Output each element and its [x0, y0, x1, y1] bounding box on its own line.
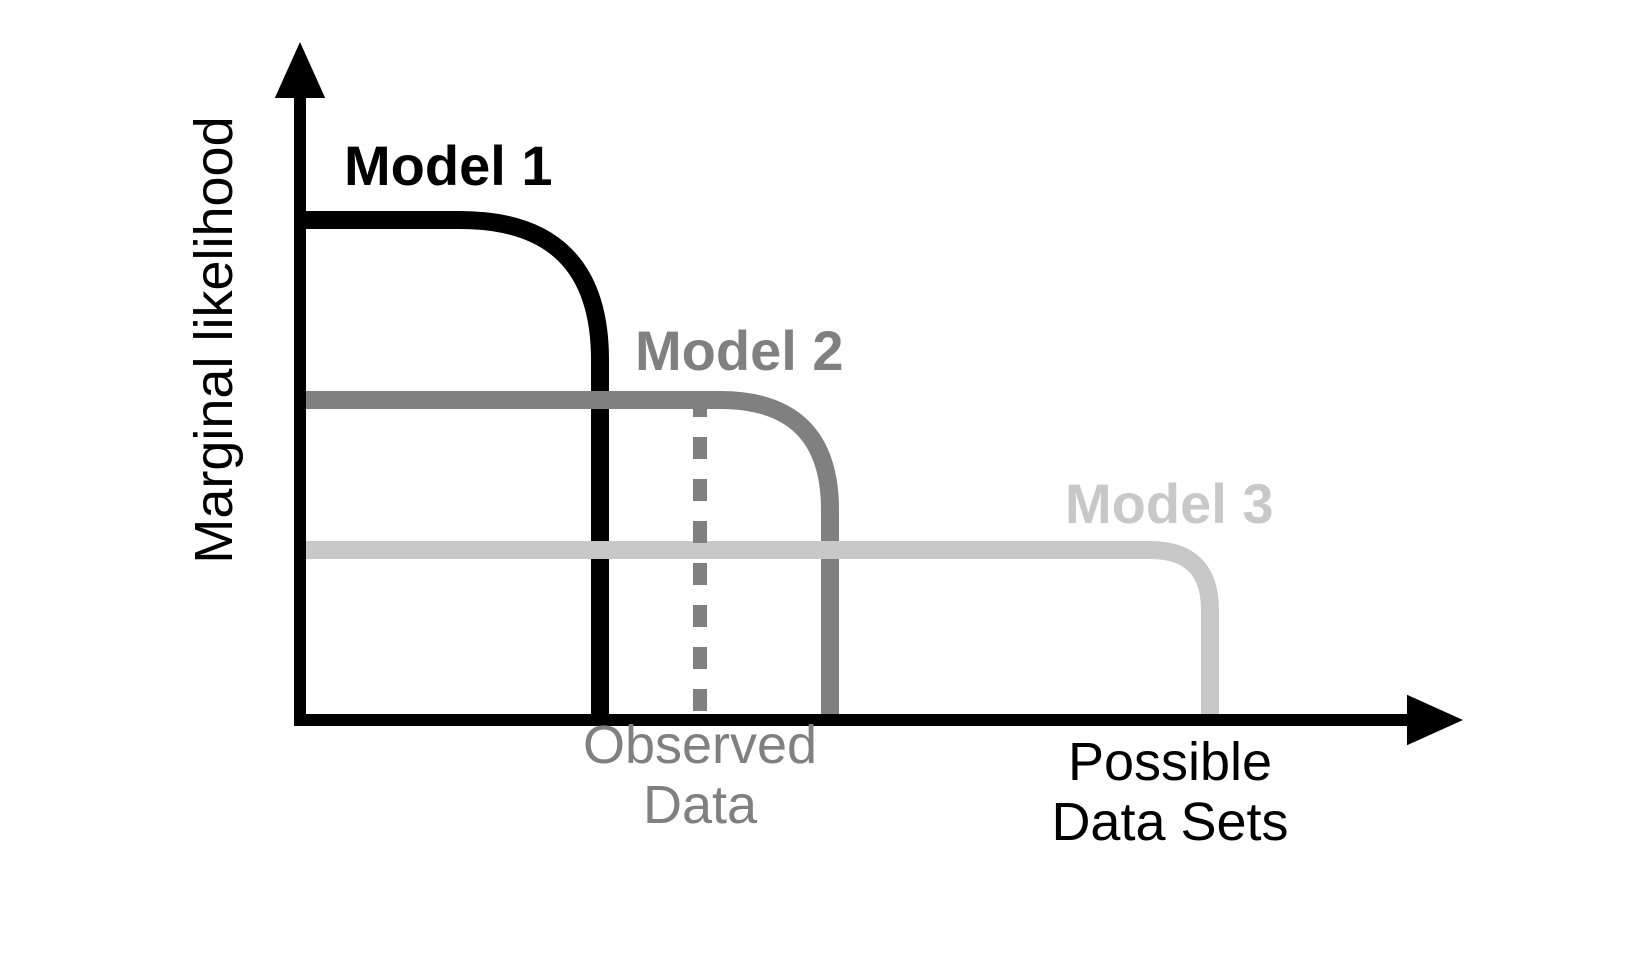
model-3-curve — [306, 550, 1210, 716]
observed-label-line2: Data — [643, 775, 758, 835]
model-1-curve — [306, 220, 600, 716]
model-3-label: Model 3 — [1065, 472, 1273, 535]
observed-label-line1: Observed — [583, 715, 817, 775]
x-axis-arrow — [1407, 695, 1463, 745]
x-axis-label-line2: Data Sets — [1051, 792, 1288, 852]
model-1-label: Model 1 — [344, 134, 552, 197]
x-axis-label-line1: Possible — [1068, 732, 1272, 792]
y-axis-label: Marginal likelihood — [184, 116, 244, 563]
y-axis-arrow — [275, 42, 325, 98]
model-2-label: Model 2 — [635, 319, 843, 382]
marginal-likelihood-chart: Model 1 Model 2 Model 3 Marginal likelihood… — [0, 0, 1646, 953]
